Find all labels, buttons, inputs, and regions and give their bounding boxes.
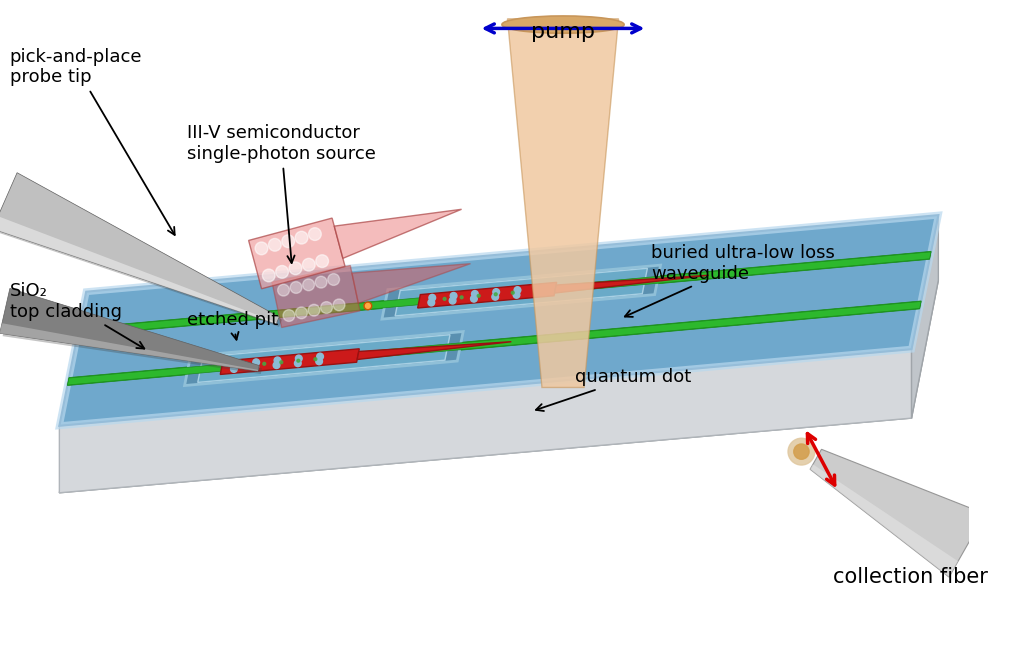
- Circle shape: [511, 292, 514, 294]
- Circle shape: [365, 303, 370, 308]
- Circle shape: [793, 444, 808, 459]
- Circle shape: [294, 360, 301, 367]
- Circle shape: [316, 353, 324, 360]
- Polygon shape: [184, 332, 463, 385]
- Circle shape: [450, 292, 457, 299]
- Circle shape: [255, 242, 268, 254]
- Circle shape: [246, 364, 249, 367]
- Polygon shape: [187, 366, 209, 373]
- Polygon shape: [60, 280, 937, 493]
- Circle shape: [268, 239, 281, 251]
- Polygon shape: [381, 265, 660, 319]
- Polygon shape: [220, 349, 359, 374]
- Ellipse shape: [501, 16, 624, 33]
- Polygon shape: [78, 252, 930, 335]
- Text: III-V semiconductor
single-photon source: III-V semiconductor single-photon source: [186, 124, 375, 263]
- Circle shape: [295, 231, 307, 244]
- Polygon shape: [438, 344, 460, 351]
- Circle shape: [493, 293, 496, 295]
- Circle shape: [263, 362, 266, 366]
- Polygon shape: [384, 300, 406, 307]
- Polygon shape: [3, 292, 262, 374]
- Circle shape: [283, 309, 294, 321]
- Circle shape: [290, 282, 301, 293]
- Polygon shape: [554, 275, 708, 293]
- Circle shape: [449, 297, 456, 304]
- Text: SiO₂
top cladding: SiO₂ top cladding: [9, 282, 145, 348]
- Text: pump: pump: [531, 22, 594, 42]
- Circle shape: [471, 291, 478, 297]
- Polygon shape: [394, 268, 647, 316]
- Polygon shape: [0, 216, 277, 324]
- Polygon shape: [68, 301, 920, 385]
- Polygon shape: [357, 342, 511, 360]
- Circle shape: [788, 438, 814, 465]
- Circle shape: [443, 297, 446, 300]
- Circle shape: [273, 362, 280, 369]
- Polygon shape: [0, 173, 279, 324]
- Circle shape: [491, 293, 498, 300]
- Text: pick-and-place
probe tip: pick-and-place probe tip: [9, 48, 175, 235]
- Polygon shape: [249, 218, 345, 289]
- Circle shape: [513, 292, 520, 298]
- Circle shape: [314, 276, 327, 288]
- Polygon shape: [418, 282, 556, 308]
- Circle shape: [328, 274, 340, 286]
- Circle shape: [275, 266, 288, 278]
- Polygon shape: [507, 19, 618, 387]
- Circle shape: [492, 289, 499, 295]
- Text: collection fiber: collection fiber: [832, 568, 987, 588]
- Circle shape: [514, 287, 521, 293]
- Circle shape: [253, 359, 259, 366]
- Circle shape: [429, 294, 435, 301]
- Circle shape: [364, 302, 371, 310]
- Polygon shape: [68, 301, 920, 385]
- Circle shape: [274, 357, 281, 364]
- Polygon shape: [272, 266, 360, 327]
- Circle shape: [231, 366, 237, 372]
- Circle shape: [470, 295, 477, 302]
- Circle shape: [333, 299, 345, 311]
- Text: buried ultra-low loss
waveguide: buried ultra-low loss waveguide: [624, 244, 834, 317]
- Circle shape: [302, 258, 314, 271]
- Polygon shape: [60, 215, 937, 426]
- Text: quantum dot: quantum dot: [536, 368, 691, 411]
- Circle shape: [320, 301, 332, 313]
- Circle shape: [315, 254, 329, 268]
- Circle shape: [428, 299, 435, 306]
- Polygon shape: [0, 323, 258, 371]
- Circle shape: [289, 262, 301, 275]
- Polygon shape: [0, 176, 282, 327]
- Circle shape: [252, 364, 258, 370]
- Circle shape: [281, 235, 294, 248]
- Polygon shape: [60, 349, 911, 493]
- Circle shape: [315, 358, 323, 365]
- Polygon shape: [810, 449, 984, 577]
- Circle shape: [302, 279, 314, 291]
- Circle shape: [460, 296, 463, 299]
- Polygon shape: [334, 210, 461, 258]
- Circle shape: [277, 284, 289, 296]
- Polygon shape: [0, 288, 259, 371]
- Circle shape: [295, 307, 307, 319]
- Polygon shape: [197, 334, 450, 383]
- Polygon shape: [77, 251, 930, 336]
- Circle shape: [477, 294, 479, 297]
- Circle shape: [313, 358, 316, 361]
- Polygon shape: [810, 464, 957, 577]
- Circle shape: [296, 360, 299, 362]
- Polygon shape: [352, 264, 470, 303]
- Polygon shape: [635, 277, 657, 284]
- Polygon shape: [911, 215, 937, 418]
- Circle shape: [262, 269, 275, 282]
- Circle shape: [308, 227, 320, 241]
- Circle shape: [232, 361, 238, 368]
- Circle shape: [280, 361, 282, 364]
- Text: etched pit: etched pit: [186, 311, 278, 340]
- Circle shape: [295, 355, 302, 362]
- Circle shape: [307, 304, 319, 316]
